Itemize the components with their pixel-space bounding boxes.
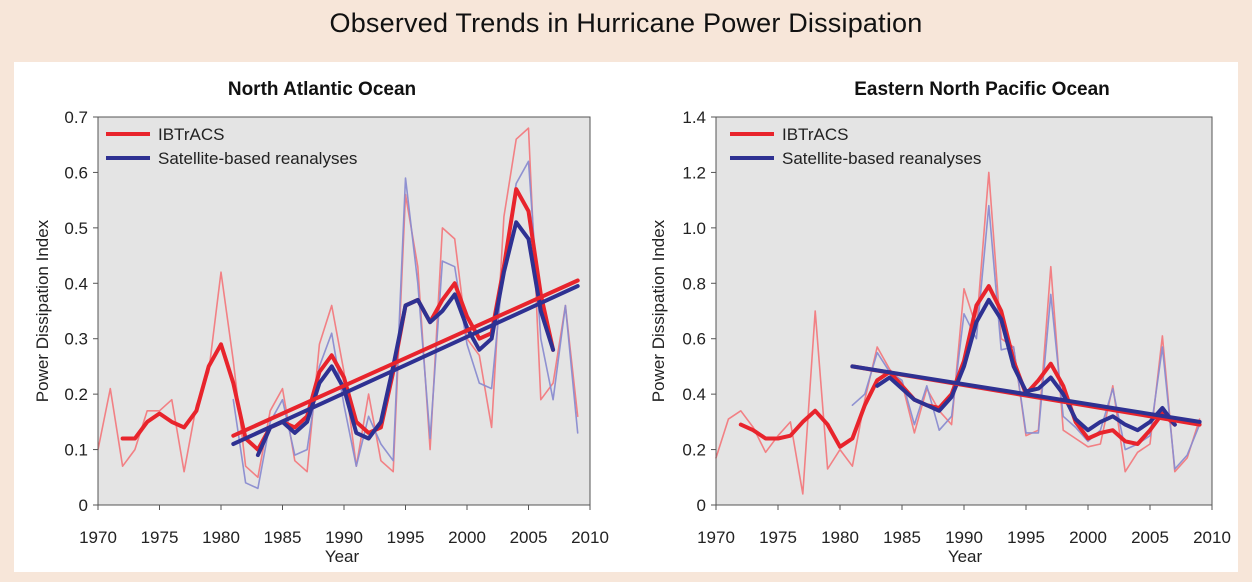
x-tick-label: 1995: [387, 528, 425, 547]
north-atlantic-series: [97, 127, 580, 490]
y-tick-label: 0.6: [64, 163, 88, 182]
y-tick-label: 0.2: [682, 441, 706, 460]
y-tick-label: 0.8: [682, 274, 706, 293]
legend-label-ibtracs: IBTrACS: [782, 125, 848, 144]
satellite-smoothed-line: [875, 297, 1177, 433]
north-atlantic-legend: IBTrACS Satellite-based reanalyses: [106, 125, 357, 168]
satellite-trend-line: [231, 284, 580, 446]
legend-label-satellite: Satellite-based reanalyses: [782, 149, 981, 168]
x-tick-label: 1985: [264, 528, 302, 547]
north-atlantic-panel: North Atlantic Ocean 0 0.1 0.2 0.3 0.4 0.5 0.6…: [33, 79, 609, 566]
x-tick-label: 2010: [571, 528, 609, 547]
y-axis-label-north-atlantic: Power Dissipation Index: [33, 219, 52, 402]
satellite-smoothed-line: [255, 220, 556, 458]
legend-label-ibtracs: IBTrACS: [158, 125, 224, 144]
ibtracs-annual-line: [715, 171, 1201, 495]
x-axis-label-eastern-north-pacific: Year: [948, 547, 983, 566]
y-tick-label: 0.7: [64, 108, 88, 127]
eastern-north-pacific-legend: IBTrACS Satellite-based reanalyses: [730, 125, 981, 168]
x-tick-label: 1975: [141, 528, 179, 547]
x-tick-label: 2000: [1069, 528, 1107, 547]
x-tick-label: 1970: [79, 528, 117, 547]
y-tick-label: 0.3: [64, 330, 88, 349]
y-tick-label: 0.4: [64, 274, 88, 293]
ibtracs-smoothed-line: [120, 187, 556, 452]
x-tick-label: 2005: [1131, 528, 1169, 547]
y-tick-label: 0.6: [682, 330, 706, 349]
eastern-north-pacific-ticks: 0 0.2 0.4 0.6 0.8 1.0 1.2 1.4 1970 1975 1980 1985 19…: [682, 108, 1231, 547]
y-tick-label: 0.5: [64, 219, 88, 238]
x-tick-label: 2010: [1193, 528, 1231, 547]
y-axis-label-eastern-north-pacific: Power Dissipation Index: [649, 219, 668, 402]
plot-area-eastern-north-pacific: [716, 117, 1212, 505]
x-tick-label: 1995: [1007, 528, 1045, 547]
y-tick-label: 1.0: [682, 219, 706, 238]
satellite-annual-line: [232, 160, 579, 490]
satellite-trend-line: [850, 364, 1202, 424]
panel-title-north-atlantic: North Atlantic Ocean: [228, 79, 416, 100]
legend-label-satellite: Satellite-based reanalyses: [158, 149, 357, 168]
x-tick-label: 2005: [510, 528, 548, 547]
x-axis-label-north-atlantic: Year: [325, 547, 360, 566]
x-tick-label: 1990: [945, 528, 983, 547]
eastern-north-pacific-series: [715, 171, 1202, 495]
plot-area-north-atlantic: [98, 117, 590, 505]
x-tick-label: 1980: [202, 528, 240, 547]
page-title: Observed Trends in Hurricane Power Dissi…: [329, 8, 923, 38]
y-tick-label: 0: [79, 496, 88, 515]
y-tick-label: 0: [697, 496, 706, 515]
y-tick-label: 0.1: [64, 441, 88, 460]
eastern-north-pacific-panel: Eastern North Pacific Ocean 0 0.2 0.4 0.6 0.…: [649, 79, 1231, 566]
x-tick-label: 1985: [883, 528, 921, 547]
x-tick-label: 2000: [448, 528, 486, 547]
x-tick-label: 1980: [821, 528, 859, 547]
y-tick-label: 0.4: [682, 385, 706, 404]
y-tick-label: 1.4: [682, 108, 706, 127]
x-tick-label: 1975: [759, 528, 797, 547]
y-tick-label: 1.2: [682, 163, 706, 182]
north-atlantic-ticks: 0 0.1 0.2 0.3 0.4 0.5 0.6 0.7 1970 1975 1980 1985 19…: [64, 108, 609, 547]
panel-title-eastern-north-pacific: Eastern North Pacific Ocean: [854, 79, 1110, 100]
ibtracs-trend-line: [231, 278, 580, 438]
y-tick-label: 0.2: [64, 385, 88, 404]
x-tick-label: 1990: [325, 528, 363, 547]
x-tick-label: 1970: [697, 528, 735, 547]
